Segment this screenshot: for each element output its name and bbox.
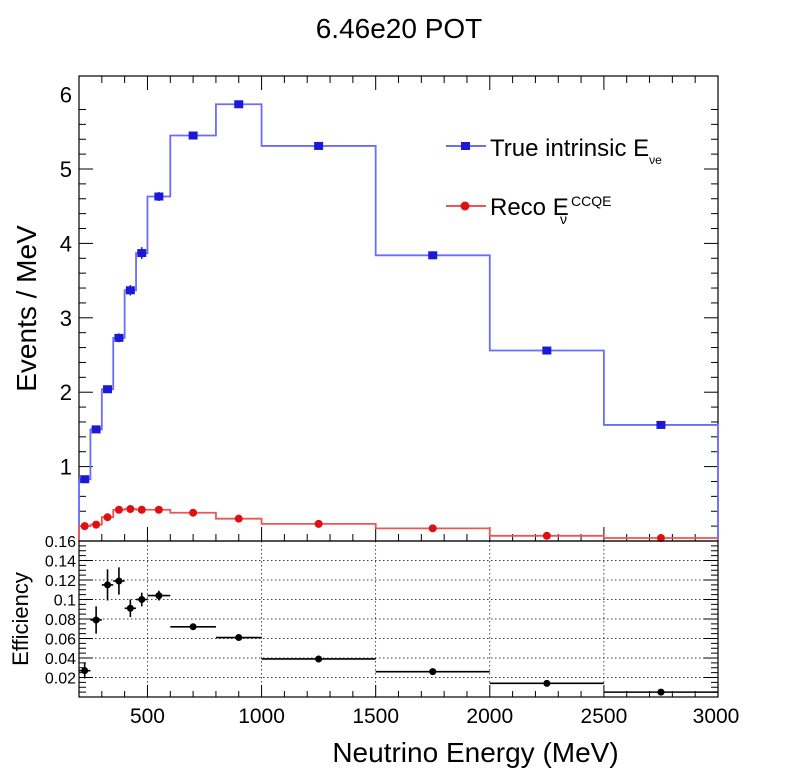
- data-point: [154, 505, 163, 514]
- y-tick-label: 0.16: [45, 534, 76, 551]
- efficiency-point: [104, 581, 112, 589]
- data-point: [125, 286, 135, 295]
- x-tick-label: 1500: [352, 705, 399, 728]
- data-point: [103, 513, 112, 522]
- x-tick-label: 2500: [581, 705, 628, 728]
- data-point: [314, 141, 324, 150]
- chart-title: 6.46e20 POT: [316, 13, 483, 44]
- y-tick-label: 6: [60, 83, 72, 108]
- legend-label-superscript: CCQE: [571, 193, 611, 209]
- legend-label: True intrinsic Eνe: [490, 135, 662, 167]
- legend-marker: [461, 142, 470, 150]
- data-point: [103, 385, 113, 394]
- data-point: [542, 346, 552, 355]
- data-point: [91, 425, 101, 434]
- data-point: [80, 475, 90, 484]
- data-point: [137, 505, 146, 514]
- data-point: [114, 505, 123, 514]
- data-point: [542, 531, 551, 540]
- x-tick-label: 500: [130, 705, 165, 728]
- data-point: [188, 131, 198, 140]
- bottom-panel: 0.02 0.04 0.06 0.08 0.1 0.12 0.14 0.16 500 1000 15…: [8, 534, 739, 768]
- efficiency-point: [155, 592, 163, 600]
- data-point: [314, 519, 323, 528]
- y-tick-label: 0.04: [45, 651, 76, 668]
- data-point: [126, 505, 135, 514]
- efficiency-point: [657, 688, 665, 696]
- efficiency-point: [138, 596, 146, 603]
- data-point: [92, 520, 101, 529]
- y-tick-label: 0.06: [45, 632, 76, 649]
- efficiency-point: [92, 616, 100, 624]
- bottom-plot-frame: [78, 540, 719, 698]
- legend-label: Reco EνCCQE: [490, 193, 611, 227]
- efficiency-point: [543, 679, 551, 687]
- y-tick-label: 4: [60, 231, 72, 256]
- data-point: [114, 333, 124, 342]
- x-axis-label: Neutrino Energy (MeV): [332, 737, 618, 768]
- legend-label-subscript: νe: [649, 153, 662, 167]
- y-axis-label: Events / MeV: [11, 225, 42, 392]
- data-point: [656, 534, 665, 543]
- y-tick-label: 0.12: [45, 573, 76, 590]
- y-tick-label: 0.14: [45, 554, 76, 571]
- x-tick-label: 3000: [693, 705, 740, 728]
- y-tick-label: 0.02: [45, 671, 76, 688]
- data-point: [189, 508, 198, 517]
- data-point: [154, 192, 164, 201]
- data-point: [428, 524, 437, 533]
- y-tick-label: 0.08: [45, 612, 76, 629]
- histogram-line-0: [78, 103, 719, 541]
- legend-label-text: Reco E: [490, 194, 569, 221]
- data-point: [428, 251, 438, 260]
- efficiency-point: [315, 655, 323, 663]
- data-point: [80, 522, 89, 531]
- data-point: [656, 420, 666, 429]
- legend: True intrinsic Eνe Reco EνCCQE: [446, 135, 662, 227]
- y-tick-label: 2: [60, 380, 72, 405]
- top-panel: 1 2 3 4 5 6 Events / MeV: [11, 75, 719, 543]
- y-tick-label: 1: [60, 455, 72, 480]
- x-tick-label: 1000: [238, 705, 285, 728]
- efficiency-point: [189, 623, 197, 631]
- data-point: [234, 100, 244, 109]
- legend-label-text: True intrinsic E: [490, 135, 649, 162]
- legend-label-subscript: ν: [560, 211, 567, 227]
- efficiency-point: [235, 634, 243, 642]
- legend-marker: [460, 201, 470, 211]
- data-point: [137, 249, 147, 258]
- efficiency-point: [429, 668, 437, 676]
- data-point: [234, 514, 243, 523]
- y-tick-label: 0.1: [54, 593, 76, 610]
- y-tick-label: 3: [60, 306, 72, 331]
- efficiency-point: [115, 577, 123, 585]
- y-tick-label: 5: [60, 157, 72, 182]
- x-tick-label: 2000: [466, 705, 513, 728]
- efficiency-point: [81, 667, 89, 675]
- y-axis-label: Efficiency: [8, 572, 33, 666]
- efficiency-point: [126, 604, 134, 612]
